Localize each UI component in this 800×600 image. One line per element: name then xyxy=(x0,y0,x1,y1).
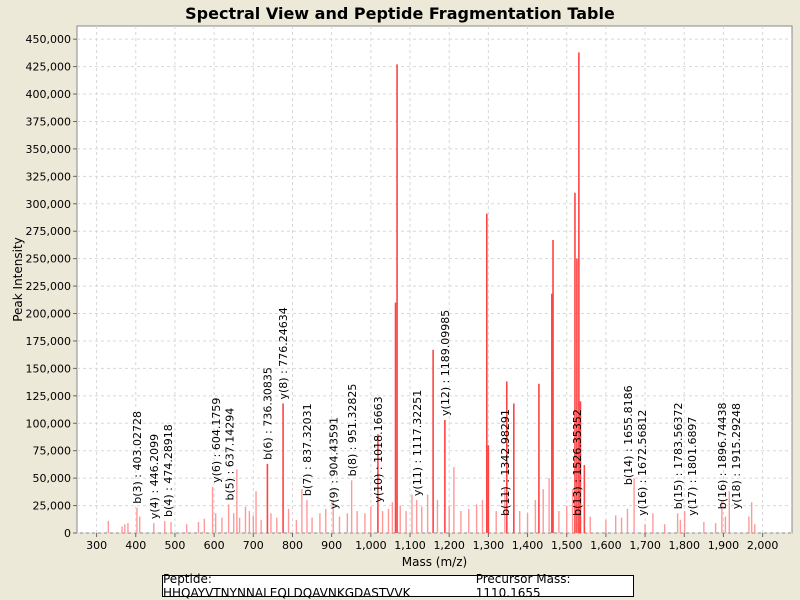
fragment-label: b(14) : 1655.8186 xyxy=(622,385,635,485)
y-tick-label: 300,000 xyxy=(26,198,72,211)
y-tick-label: 250,000 xyxy=(26,253,72,266)
x-tick-label: 1,600 xyxy=(590,539,622,552)
x-tick-label: 1,500 xyxy=(551,539,583,552)
fragment-label: b(3) : 403.02728 xyxy=(131,411,144,504)
fragment-label: y(10) : 1018.16663 xyxy=(372,396,385,502)
x-tick-label: 300 xyxy=(86,539,107,552)
fragment-label: y(16) : 1672.56812 xyxy=(636,410,649,516)
y-tick-label: 50,000 xyxy=(33,472,72,485)
fragment-label: y(6) : 604.1759 xyxy=(210,398,223,483)
fragment-label: y(4) : 446.2099 xyxy=(148,434,161,519)
y-tick-label: 450,000 xyxy=(26,33,72,46)
plot-area xyxy=(76,25,793,534)
y-tick-label: 75,000 xyxy=(33,445,72,458)
x-tick-label: 1,800 xyxy=(669,539,701,552)
peptide-sequence: Peptide: HHQAYVTNYNNALEQLDQAVNKGDASTVVK xyxy=(163,572,411,600)
fragment-label: b(7) : 837.32031 xyxy=(301,403,314,496)
y-tick-label: 0 xyxy=(64,527,71,540)
x-tick-label: 1,700 xyxy=(629,539,661,552)
chart-title: Spectral View and Peptide Fragmentation … xyxy=(185,4,615,23)
x-tick-label: 500 xyxy=(164,539,185,552)
x-tick-label: 1,900 xyxy=(708,539,740,552)
fragment-label: y(12) : 1189.09985 xyxy=(439,310,452,416)
x-tick-label: 600 xyxy=(204,539,225,552)
fragment-label: y(18) : 1915.29248 xyxy=(730,403,743,509)
fragment-label: b(8) : 951.32825 xyxy=(346,384,359,477)
x-tick-label: 400 xyxy=(125,539,146,552)
y-tick-label: 425,000 xyxy=(26,61,72,74)
fragment-label: b(13) : 1526.35352 xyxy=(571,409,584,516)
x-tick-label: 1,200 xyxy=(433,539,465,552)
x-tick-label: 900 xyxy=(321,539,342,552)
x-tick-label: 700 xyxy=(243,539,264,552)
fragment-label: b(5) : 637.14294 xyxy=(224,408,237,501)
y-tick-label: 125,000 xyxy=(26,390,72,403)
fragment-label: b(11) : 1342.98291 xyxy=(499,409,512,516)
y-tick-label: 375,000 xyxy=(26,115,72,128)
fragment-label: b(4) : 474.28918 xyxy=(162,424,175,517)
y-tick-label: 150,000 xyxy=(26,362,72,375)
fragment-label: b(6) : 736.30835 xyxy=(262,367,275,460)
x-tick-label: 800 xyxy=(282,539,303,552)
x-axis-label: Mass (m/z) xyxy=(402,555,467,569)
fragment-label: y(8) : 776.24634 xyxy=(277,307,290,399)
x-tick-label: 1,100 xyxy=(394,539,426,552)
fragment-label: b(15) : 1783.56372 xyxy=(672,402,685,509)
y-tick-label: 350,000 xyxy=(26,143,72,156)
fragment-label: y(9) : 904.43591 xyxy=(327,417,340,509)
spectrum-chart: 0 25,000 50,000 75,000 100,000 125,000 150,000… xyxy=(11,25,793,569)
x-tick-label: 1,300 xyxy=(473,539,505,552)
y-tick-label: 25,000 xyxy=(33,500,72,513)
y-tick-label: 400,000 xyxy=(26,88,72,101)
x-tick-label: 1,400 xyxy=(512,539,544,552)
peptide-info-box: Peptide: HHQAYVTNYNNALEQLDQAVNKGDASTVVK … xyxy=(162,572,634,600)
fragment-label: b(16) : 1896.74438 xyxy=(716,402,729,509)
y-tick-label: 275,000 xyxy=(26,225,72,238)
y-tick-label: 325,000 xyxy=(26,170,72,183)
fragment-label: y(11) : 1117.32251 xyxy=(411,390,424,496)
fragment-label: y(17) : 1801.6897 xyxy=(686,417,699,516)
y-tick-label: 100,000 xyxy=(26,417,72,430)
y-tick-label: 200,000 xyxy=(26,308,72,321)
y-tick-label: 225,000 xyxy=(26,280,72,293)
y-tick-label: 175,000 xyxy=(26,335,72,348)
precursor-mass: Precursor Mass: 1110.1655 xyxy=(475,572,571,600)
y-axis-label: Peak Intensity xyxy=(11,237,25,322)
x-tick-label: 2,000 xyxy=(747,539,779,552)
x-tick-label: 1,000 xyxy=(355,539,387,552)
